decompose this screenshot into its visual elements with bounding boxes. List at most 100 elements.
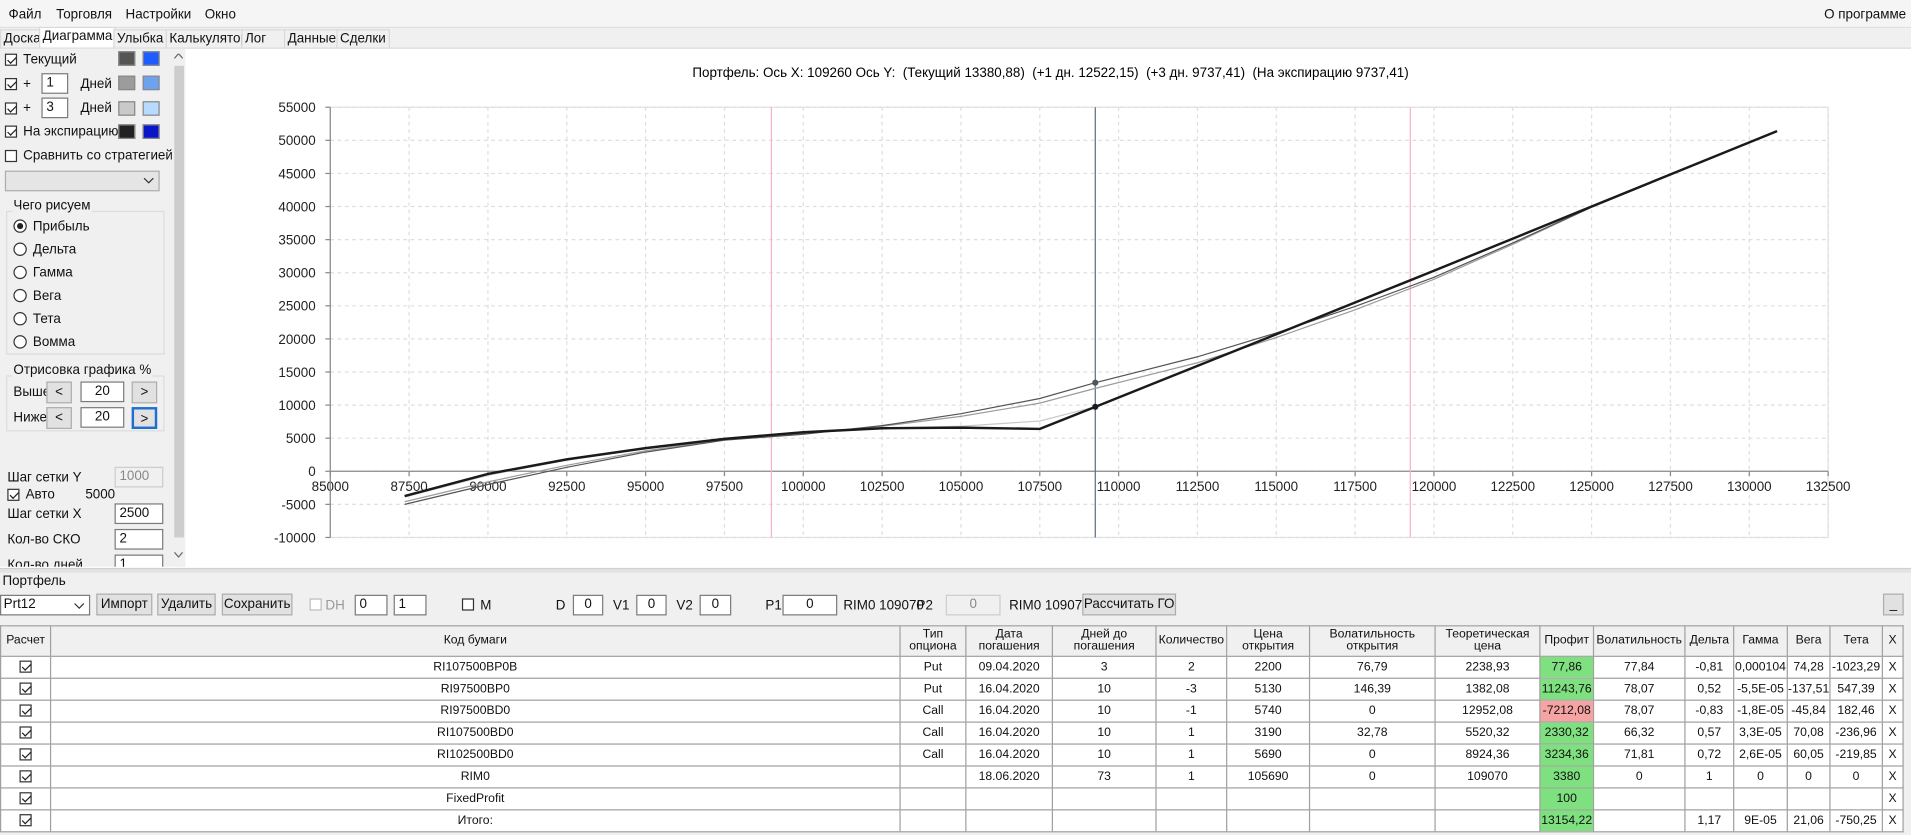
checkbox[interactable] [4,78,18,91]
delete-cell[interactable]: X [1881,743,1904,767]
checkbox[interactable] [4,53,18,66]
table-cell [1592,787,1686,811]
color-swatch[interactable] [142,75,160,91]
table-cell: 105690 [1226,765,1311,789]
menu-item[interactable]: Окно [204,7,236,22]
delete-cell[interactable]: X [1881,787,1904,811]
label: V1 [613,598,630,614]
color-swatch[interactable] [118,124,136,139]
checkbox[interactable] [4,149,18,163]
radio[interactable] [13,288,27,303]
table-cell: Call [899,721,967,745]
y-tick-label: 45000 [278,166,315,181]
grid-y-input[interactable]: 1000 [114,466,164,488]
checkbox[interactable] [19,704,32,717]
tab[interactable]: Данные [283,29,340,49]
below-input[interactable]: 20 [80,407,125,428]
calc-button[interactable]: Рассчитать ГО [1082,593,1177,616]
checkbox[interactable] [19,748,32,761]
radio[interactable] [13,335,27,349]
color-swatch[interactable] [118,101,136,116]
increase-button[interactable]: > [131,407,158,429]
menu-about[interactable]: О программе [1824,7,1907,22]
v2-input[interactable]: 0 [699,594,732,616]
p1-input[interactable]: 0 [782,594,838,616]
checkbox[interactable] [4,102,18,115]
delete-cell[interactable]: X [1881,721,1904,745]
tab[interactable]: Лог [241,29,286,49]
days-input[interactable]: 1 [41,73,69,94]
sd-input[interactable]: 2 [114,528,164,550]
radio[interactable] [13,242,27,256]
tab[interactable]: Улыбка [113,29,168,49]
p2-input[interactable]: 0 [945,594,1001,616]
portfolio-combobox[interactable]: Prt12 [0,594,91,616]
days-count-input[interactable]: 1 [114,554,164,567]
radio[interactable] [13,312,27,326]
delete-cell[interactable]: X [1881,809,1904,833]
label: P2 [916,598,933,614]
calc-cell [0,699,52,723]
checkbox[interactable] [309,598,322,611]
scroll-down[interactable] [174,552,183,558]
delete-cell[interactable]: X [1881,699,1904,723]
checkbox[interactable] [7,488,20,501]
table-cell: FixedProfit [49,787,901,811]
v1-input[interactable]: 0 [636,594,667,616]
save-button[interactable]: Сохранить [221,593,293,616]
table-cell: 10 [1051,699,1157,723]
checkbox[interactable] [19,792,32,805]
checkbox[interactable] [19,770,32,783]
tab[interactable]: Калькулятор [165,29,252,49]
scrollbar[interactable] [171,48,186,567]
delete-button[interactable]: Удалить [157,593,216,616]
delete-cell[interactable]: X [1881,765,1904,789]
menu-item[interactable]: Настройки [125,7,192,22]
above-input[interactable]: 20 [80,381,125,403]
table-cell: 0 [1308,743,1436,767]
x-tick-label: 130000 [1727,479,1772,494]
column-header: Профит [1539,625,1595,657]
color-swatch[interactable] [142,124,160,139]
delete-cell[interactable]: X [1881,677,1904,701]
radio[interactable] [13,265,27,280]
spin-input[interactable]: 0 [354,594,388,616]
calc-cell [0,787,52,811]
spin-input[interactable]: 1 [393,594,427,616]
table-row: RI107500BP0B Put 09.04.2020 3 2 2200 76,79 2238… [0,655,1904,679]
table-cell: 18.06.2020 [965,765,1053,789]
checkbox[interactable] [19,814,32,827]
table-cell: -0,83 [1684,699,1735,723]
import-button[interactable]: Импорт [96,593,153,616]
checkbox[interactable] [461,598,475,611]
checkbox[interactable] [19,682,32,695]
days-input[interactable]: 3 [41,97,69,119]
column-header: Волатильность открытия [1308,625,1436,657]
menu-item[interactable]: Торговля [56,7,113,22]
checkbox[interactable] [4,125,18,138]
color-swatch[interactable] [142,101,160,116]
d-input[interactable]: 0 [572,594,604,616]
radio[interactable] [13,219,27,233]
splitter[interactable] [0,567,1911,573]
color-swatch[interactable] [118,51,136,66]
label: DH [325,598,345,614]
minimize-button[interactable]: _ [1882,593,1904,616]
scroll-up[interactable] [174,53,183,60]
decrease-button[interactable]: < [46,381,72,404]
increase-button[interactable]: > [131,381,158,404]
grid-x-input[interactable]: 2500 [114,503,164,525]
strategy-combobox[interactable] [4,170,160,192]
delete-cell[interactable]: X [1881,655,1904,679]
table-cell: 78,07 [1592,699,1686,723]
menu-item[interactable]: Файл [8,7,42,22]
color-swatch[interactable] [142,51,160,66]
checkbox[interactable] [19,726,32,739]
tab[interactable]: Сделки [336,29,390,49]
color-swatch[interactable] [118,75,136,91]
decrease-button[interactable]: < [46,407,72,429]
scroll-thumb[interactable] [174,65,185,538]
checkbox[interactable] [19,660,32,673]
table-row: RI102500BD0 Call 16.04.2020 10 1 5690 0 8924,36… [0,743,1904,767]
table-cell: 2238,93 [1434,655,1541,679]
